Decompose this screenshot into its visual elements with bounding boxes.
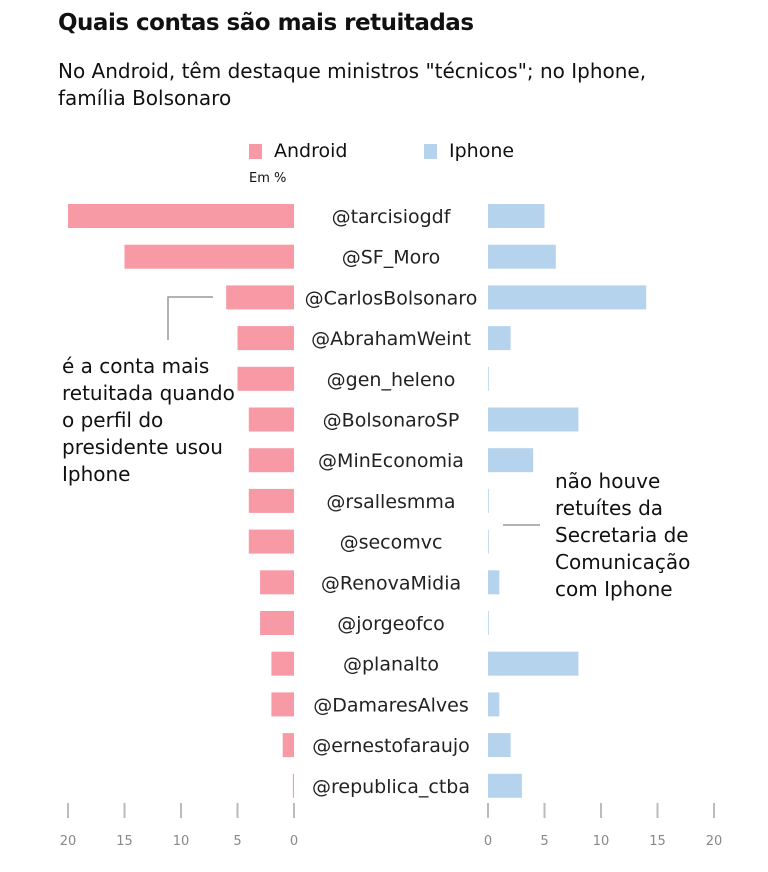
bar-android — [248, 529, 294, 554]
category-label: @rsallesmma — [326, 491, 455, 513]
bar-android — [248, 407, 294, 432]
legend-swatch-iphone — [424, 143, 437, 159]
tick-label-android: 20 — [60, 834, 77, 849]
category-label: @jorgeofco — [337, 613, 445, 635]
tick-label-android: 15 — [116, 834, 133, 849]
legend-label-android: Android — [274, 140, 348, 162]
category-label: @DamaresAlves — [313, 694, 469, 716]
bar-android — [271, 692, 294, 717]
bar-android — [282, 733, 294, 758]
category-label: @MinEconomia — [318, 450, 464, 472]
bar-android — [226, 285, 294, 310]
bar-android — [292, 773, 294, 798]
tick-label-android: 0 — [290, 834, 298, 849]
bar-android — [237, 366, 294, 391]
bar-android — [248, 488, 294, 513]
legend-android: Android — [249, 140, 347, 162]
bar-android — [260, 611, 294, 635]
bar-iphone — [488, 326, 511, 351]
bar-android — [248, 448, 294, 473]
annotation-right: não houve retuítes da Secretaria de Comu… — [555, 469, 691, 601]
category-label: @gen_heleno — [327, 369, 456, 391]
legend-iphone: Iphone — [424, 140, 514, 162]
bar-android — [237, 326, 294, 351]
bar-iphone — [488, 488, 489, 513]
tick-label-iphone: 0 — [484, 834, 492, 849]
annotation-leader-left — [167, 296, 213, 340]
bar-iphone — [488, 204, 545, 228]
legend-label-iphone: Iphone — [449, 140, 515, 162]
bar-iphone — [488, 407, 579, 432]
bar-iphone — [488, 692, 500, 717]
chart-title: Quais contas são mais retuitadas — [58, 10, 474, 36]
category-label: @BolsonaroSP — [323, 410, 460, 432]
tick-label-android: 5 — [233, 834, 241, 849]
category-label: @planalto — [343, 654, 439, 676]
category-label: @tarcisiogdf — [332, 206, 452, 228]
bar-iphone — [488, 244, 556, 269]
bar-iphone — [488, 651, 579, 676]
category-label: @RenovaMidia — [321, 572, 461, 594]
bar-android — [68, 204, 294, 228]
bar-iphone — [488, 529, 489, 554]
chart-subtitle: No Android, têm destaque ministros "técn… — [58, 59, 647, 110]
bar-iphone — [488, 366, 489, 391]
unit-label: Em % — [249, 171, 287, 186]
bar-iphone — [488, 448, 534, 473]
tick-label-android: 10 — [173, 834, 190, 849]
bar-iphone — [488, 611, 489, 635]
bar-android — [260, 570, 294, 595]
category-label: @CarlosBolsonaro — [305, 287, 478, 309]
category-label: @secomvc — [340, 532, 443, 554]
tick-label-iphone: 20 — [706, 834, 723, 849]
tick-label-iphone: 10 — [593, 834, 610, 849]
annotation-left: é a conta mais retuitada quando o perfil… — [62, 354, 235, 486]
category-label: @SF_Moro — [342, 247, 441, 269]
bar-iphone — [488, 733, 511, 758]
category-label: @AbrahamWeint — [311, 328, 471, 350]
bar-android — [271, 651, 294, 676]
category-label: @ernestofaraujo — [312, 735, 470, 757]
bar-iphone — [488, 773, 522, 798]
bar-android — [124, 244, 294, 269]
legend-swatch-android — [249, 143, 262, 159]
tick-label-iphone: 5 — [540, 834, 548, 849]
tick-label-iphone: 15 — [649, 834, 666, 849]
bar-iphone — [488, 285, 647, 310]
category-label: @republica_ctba — [312, 776, 470, 798]
bar-iphone — [488, 570, 500, 595]
